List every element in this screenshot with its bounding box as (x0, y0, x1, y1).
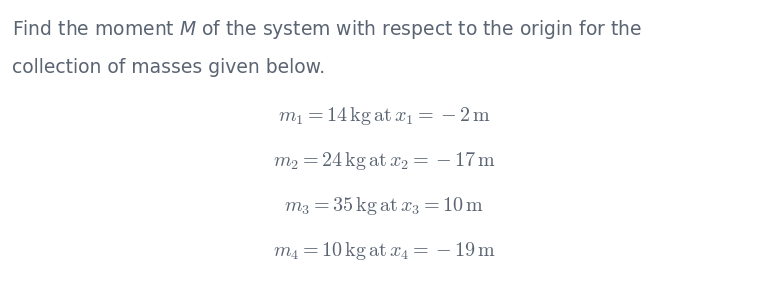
Text: collection of masses given below.: collection of masses given below. (12, 58, 325, 77)
Text: $m_1 = 14\,\mathrm{kg\,at}\,x_1 = -2\,\mathrm{m}$: $m_1 = 14\,\mathrm{kg\,at}\,x_1 = -2\,\m… (278, 105, 491, 127)
Text: $m_2 = 24\,\mathrm{kg\,at}\,x_2 = -17\,\mathrm{m}$: $m_2 = 24\,\mathrm{kg\,at}\,x_2 = -17\,\… (273, 150, 496, 172)
Text: $m_4 = 10\,\mathrm{kg\,at}\,x_4 = -19\,\mathrm{m}$: $m_4 = 10\,\mathrm{kg\,at}\,x_4 = -19\,\… (273, 240, 496, 262)
Text: $m_3 = 35\,\mathrm{kg\,at}\,x_3 = 10\,\mathrm{m}$: $m_3 = 35\,\mathrm{kg\,at}\,x_3 = 10\,\m… (285, 195, 484, 217)
Text: Find the moment $\mathit{M}$ of the system with respect to the origin for the: Find the moment $\mathit{M}$ of the syst… (12, 18, 642, 41)
